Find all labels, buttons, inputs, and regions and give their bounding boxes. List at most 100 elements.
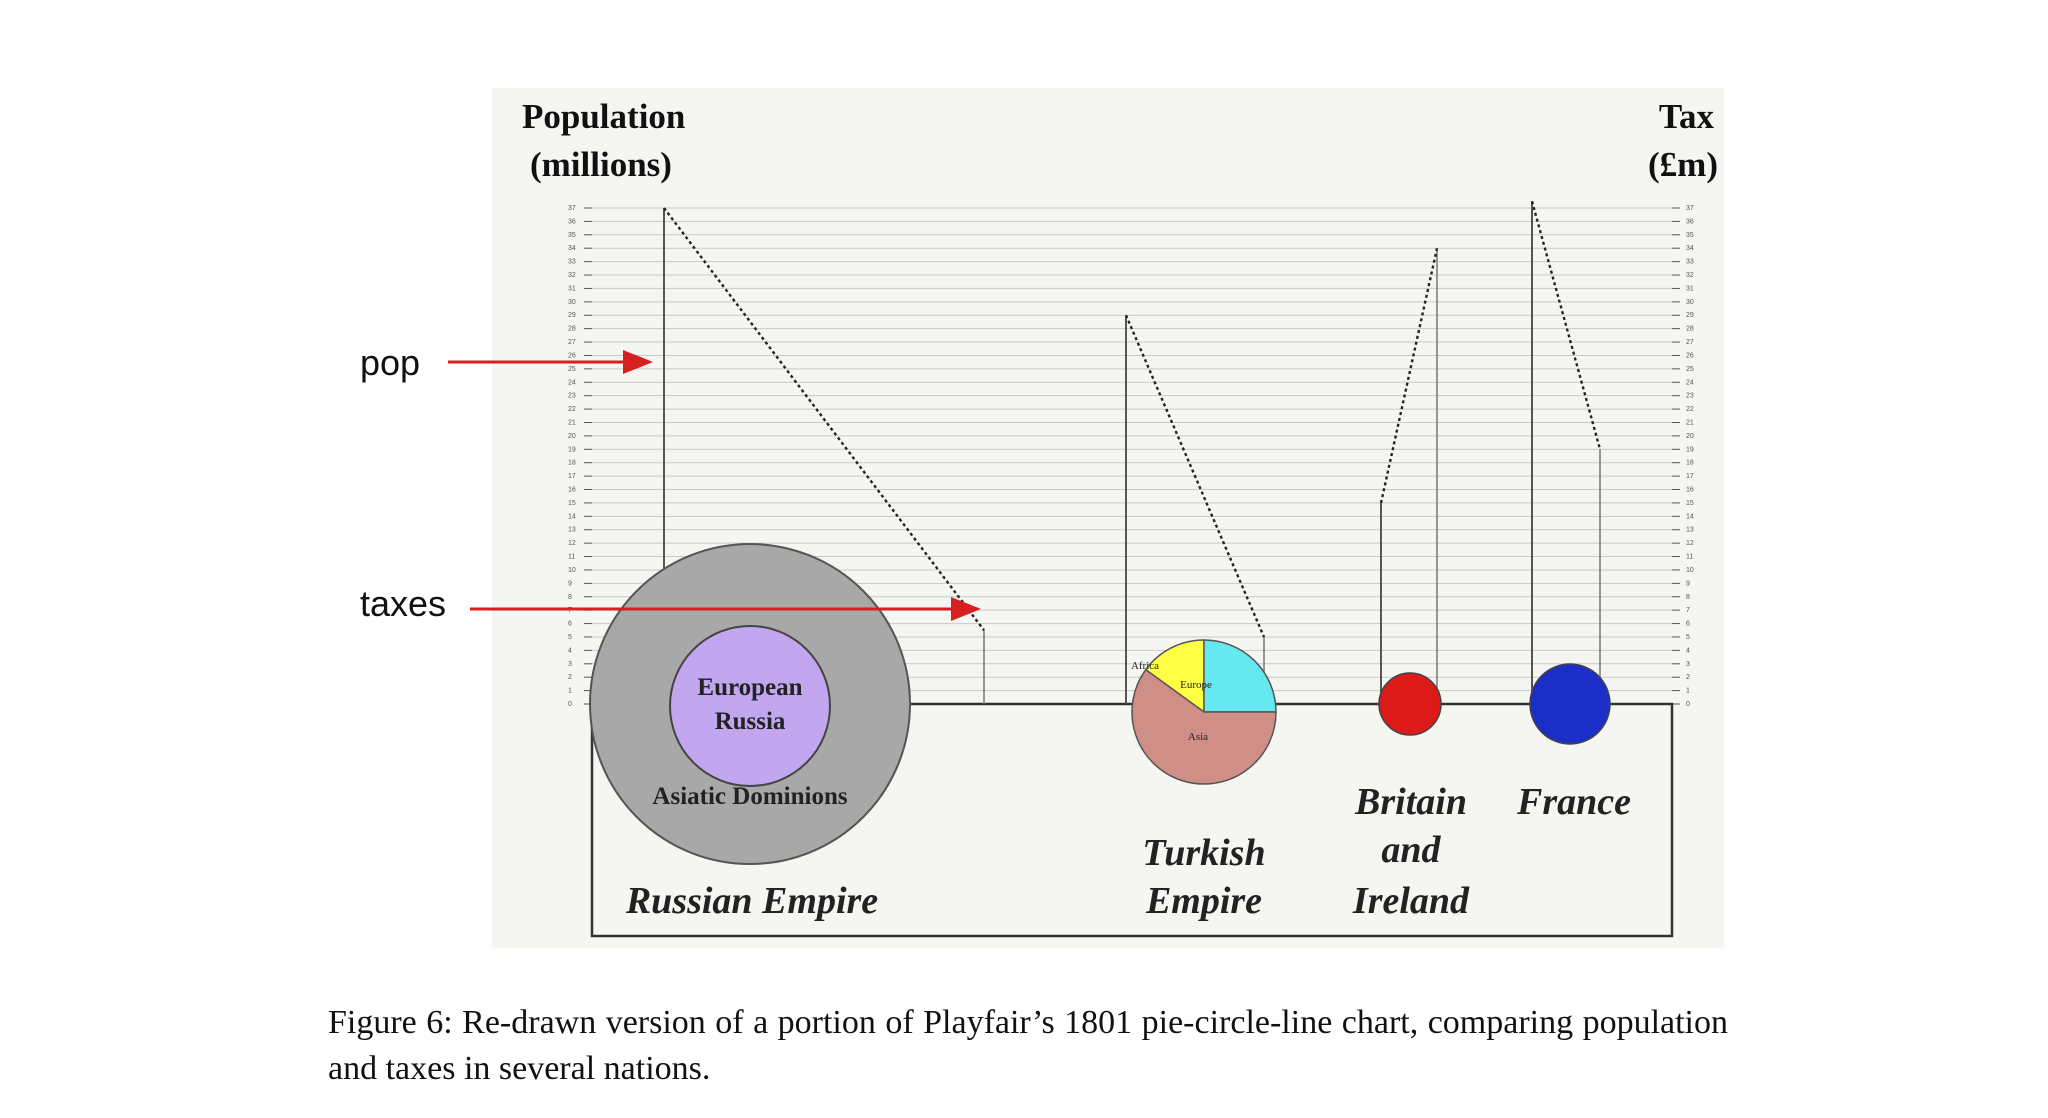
- right-tick-label: 24: [1686, 379, 1694, 386]
- figure-caption: Figure 6: Re-drawn version of a portion …: [328, 1004, 1728, 1087]
- right-tick-label: 14: [1686, 513, 1694, 520]
- right-tick-label: 22: [1686, 406, 1694, 413]
- right-tick-label: 12: [1686, 540, 1694, 547]
- left-tick-label: 21: [568, 419, 576, 426]
- label-turkish-line2: Empire: [1145, 880, 1262, 922]
- left-tick-label: 36: [568, 218, 576, 225]
- pie-slice-africa: [1144, 639, 1205, 714]
- russia-inner-circle: [669, 625, 831, 787]
- right-tick-label: 31: [1686, 285, 1694, 292]
- pop-tax-connector: [1379, 247, 1439, 504]
- right-tick-label: 9: [1686, 580, 1690, 587]
- left-tick-label: 17: [568, 473, 576, 480]
- right-tick-label: 17: [1686, 473, 1694, 480]
- left-tick-label: 28: [568, 326, 576, 333]
- playfair-chart: 0123456789101112131415161718192021222324…: [522, 97, 1718, 938]
- pop-tax-bars: [663, 200, 1602, 704]
- left-tick-label: 12: [568, 540, 576, 547]
- left-tick-label: 23: [568, 393, 576, 400]
- left-tick-label: 10: [568, 567, 576, 574]
- label-russian-empire: Russian Empire: [625, 880, 878, 922]
- left-tick-label: 18: [568, 460, 576, 467]
- left-tick-label: 0: [568, 701, 572, 708]
- right-axis-ticks: 0123456789101112131415161718192021222324…: [1672, 205, 1694, 708]
- right-tick-label: 37: [1686, 205, 1694, 212]
- left-tick-label: 27: [568, 339, 576, 346]
- left-tick-label: 32: [568, 272, 576, 279]
- left-tick-label: 2: [568, 674, 572, 681]
- left-tick-label: 26: [568, 352, 576, 359]
- right-tick-label: 0: [1686, 701, 1690, 708]
- right-tick-label: 32: [1686, 272, 1694, 279]
- european-russia-label-line1: European: [697, 674, 802, 701]
- annotation-taxes-label: taxes: [360, 583, 446, 624]
- right-tick-label: 16: [1686, 487, 1694, 494]
- left-tick-label: 30: [568, 299, 576, 306]
- left-tick-label: 11: [568, 554, 575, 561]
- left-tick-label: 5: [568, 634, 572, 641]
- right-tick-label: 10: [1686, 567, 1694, 574]
- left-axis-title-line1: Population: [522, 97, 685, 136]
- left-tick-label: 20: [568, 433, 576, 440]
- pie-slice-europe: [1203, 639, 1277, 713]
- pie-label-asia: Asia: [1188, 731, 1208, 743]
- right-tick-label: 20: [1686, 433, 1694, 440]
- pie-label-europe: Europe: [1180, 679, 1212, 691]
- left-tick-label: 6: [568, 621, 572, 628]
- left-tick-label: 7: [568, 607, 572, 614]
- right-tick-label: 35: [1686, 232, 1694, 239]
- right-tick-label: 34: [1686, 245, 1694, 252]
- france-circle: [1529, 663, 1611, 745]
- left-tick-label: 33: [568, 259, 576, 266]
- right-tick-label: 23: [1686, 393, 1694, 400]
- asiatic-dominions-label: Asiatic Dominions: [652, 783, 847, 810]
- left-tick-label: 9: [568, 580, 572, 587]
- left-tick-label: 13: [568, 527, 576, 534]
- right-tick-label: 26: [1686, 352, 1694, 359]
- right-axis-title-line2: (£m): [1648, 145, 1718, 184]
- left-axis-title-line2: (millions): [530, 145, 672, 184]
- left-tick-label: 24: [568, 379, 576, 386]
- left-tick-label: 35: [568, 232, 576, 239]
- right-tick-label: 27: [1686, 339, 1694, 346]
- turkey-pie: [1131, 639, 1277, 785]
- right-tick-label: 2: [1686, 674, 1690, 681]
- right-tick-label: 33: [1686, 259, 1694, 266]
- right-tick-label: 15: [1686, 500, 1694, 507]
- left-tick-label: 14: [568, 513, 576, 520]
- left-tick-label: 4: [568, 647, 572, 654]
- right-tick-label: 8: [1686, 594, 1690, 601]
- right-tick-label: 13: [1686, 527, 1694, 534]
- right-tick-label: 7: [1686, 607, 1690, 614]
- right-tick-label: 30: [1686, 299, 1694, 306]
- label-france: France: [1516, 781, 1631, 823]
- right-tick-label: 11: [1686, 554, 1693, 561]
- left-tick-label: 31: [568, 285, 576, 292]
- label-turkish-line1: Turkish: [1142, 832, 1265, 874]
- right-tick-label: 4: [1686, 647, 1690, 654]
- left-tick-label: 22: [568, 406, 576, 413]
- annotation-pop-label: pop: [360, 342, 420, 383]
- left-tick-label: 16: [568, 487, 576, 494]
- left-tick-label: 8: [568, 594, 572, 601]
- right-tick-label: 18: [1686, 460, 1694, 467]
- right-tick-label: 19: [1686, 446, 1694, 453]
- right-tick-label: 5: [1686, 634, 1690, 641]
- left-tick-label: 34: [568, 245, 576, 252]
- left-tick-label: 3: [568, 661, 572, 668]
- right-tick-label: 28: [1686, 326, 1694, 333]
- european-russia-label-line2: Russia: [715, 708, 786, 735]
- left-tick-label: 19: [568, 446, 576, 453]
- right-tick-label: 6: [1686, 621, 1690, 628]
- left-tick-label: 1: [568, 688, 572, 695]
- pie-slice-asia: [1131, 668, 1277, 785]
- right-tick-label: 36: [1686, 218, 1694, 225]
- pop-tax-connector: [1124, 314, 1266, 638]
- right-tick-label: 3: [1686, 661, 1690, 668]
- right-tick-label: 1: [1686, 688, 1690, 695]
- left-tick-label: 25: [568, 366, 576, 373]
- label-britain-line2: and: [1381, 829, 1441, 871]
- pop-tax-connector: [1530, 200, 1602, 450]
- left-tick-label: 29: [568, 312, 576, 319]
